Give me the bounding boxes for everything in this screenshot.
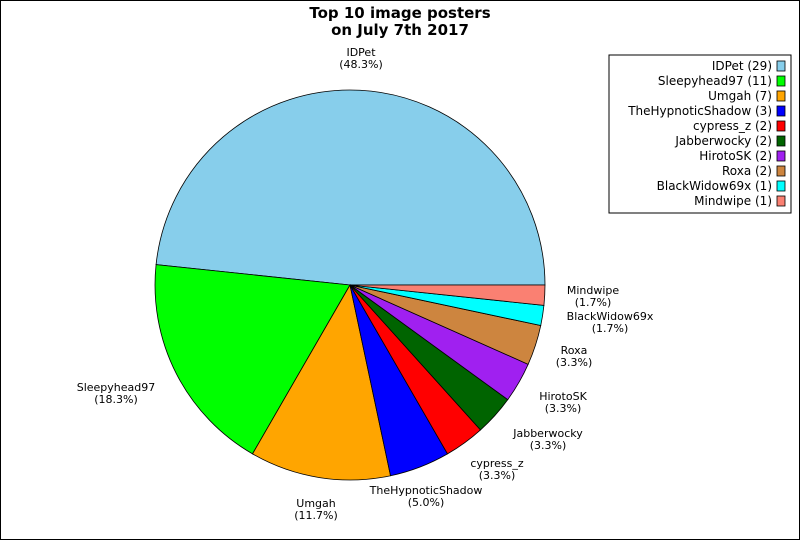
- pie-slice-mindwipe: [349, 284, 546, 306]
- slice-label-umgah: Umgah: [296, 497, 335, 510]
- legend-label-hirotosk: HirotoSK (2): [699, 149, 772, 163]
- legend: IDPet (29)Sleepyhead97 (11)Umgah (7)TheH…: [608, 54, 792, 214]
- pie-slice-sleepyhead97: [154, 264, 351, 455]
- pie-slice-umgah: [251, 283, 392, 481]
- legend-swatch-hirotosk: [776, 150, 786, 162]
- slice-percent-cypress-z: (3.3%): [479, 469, 516, 482]
- slice-label-idpet: IDPet: [346, 46, 376, 59]
- legend-swatch-sleepyhead97: [776, 75, 786, 87]
- legend-label-roxa: Roxa (2): [722, 164, 772, 178]
- slice-percent-hirotosk: (3.3%): [545, 402, 582, 415]
- slice-percent-blackwidow69x: (1.7%): [592, 322, 629, 335]
- slice-percent-jabberwocky: (3.3%): [530, 439, 567, 452]
- slice-label-jabberwocky: Jabberwocky: [512, 427, 583, 440]
- pie-slice-idpet: [155, 89, 546, 286]
- slice-label-cypress-z: cypress_z: [470, 457, 524, 470]
- legend-swatch-jabberwocky: [776, 135, 786, 147]
- slice-percent-umgah: (11.7%): [294, 509, 338, 522]
- slice-percent-thehypnoticshadow: (5.0%): [408, 496, 445, 509]
- slice-labels: IDPet(48.3%) Sleepyhead97(18.3%) Umgah(11.…: [77, 46, 654, 522]
- legend-swatch-cypress-z: [776, 120, 786, 132]
- legend-swatch-blackwidow69x: [776, 180, 786, 192]
- legend-swatch-umgah: [776, 90, 786, 102]
- chart-title-line-1: Top 10 image posters: [309, 4, 490, 22]
- legend-swatch-roxa: [776, 165, 786, 177]
- legend-label-jabberwocky: Jabberwocky (2): [674, 134, 772, 148]
- legend-swatch-idpet: [776, 60, 786, 72]
- legend-swatch-mindwipe: [776, 195, 786, 207]
- slice-label-hirotosk: HirotoSK: [539, 390, 587, 403]
- slice-label-sleepyhead97: Sleepyhead97: [77, 381, 156, 394]
- chart-title-line-2: on July 7th 2017: [331, 21, 469, 39]
- legend-items: IDPet (29)Sleepyhead97 (11)Umgah (7)TheH…: [627, 59, 786, 208]
- slice-label-roxa: Roxa: [561, 344, 588, 357]
- pie-slices: [154, 89, 546, 481]
- legend-label-idpet: IDPet (29): [712, 59, 772, 73]
- slice-percent-idpet: (48.3%): [339, 58, 383, 71]
- legend-swatch-thehypnoticshadow: [776, 105, 786, 117]
- slice-label-blackwidow69x: BlackWidow69x: [567, 310, 654, 323]
- legend-label-umgah: Umgah (7): [708, 89, 772, 103]
- legend-label-mindwipe: Mindwipe (1): [694, 194, 772, 208]
- legend-label-blackwidow69x: BlackWidow69x (1): [657, 179, 772, 193]
- slice-label-mindwipe: Mindwipe: [567, 284, 620, 297]
- slice-percent-mindwipe: (1.7%): [575, 296, 612, 309]
- slice-percent-roxa: (3.3%): [556, 356, 593, 369]
- legend-label-cypress-z: cypress_z (2): [693, 119, 772, 133]
- chart-title: Top 10 image posters on July 7th 2017: [309, 4, 490, 39]
- legend-box: [608, 54, 792, 214]
- slice-label-thehypnoticshadow: TheHypnoticShadow: [369, 484, 483, 497]
- slice-percent-sleepyhead97: (18.3%): [94, 393, 138, 406]
- legend-label-sleepyhead97: Sleepyhead97 (11): [658, 74, 772, 88]
- legend-label-thehypnoticshadow: TheHypnoticShadow (3): [627, 104, 772, 118]
